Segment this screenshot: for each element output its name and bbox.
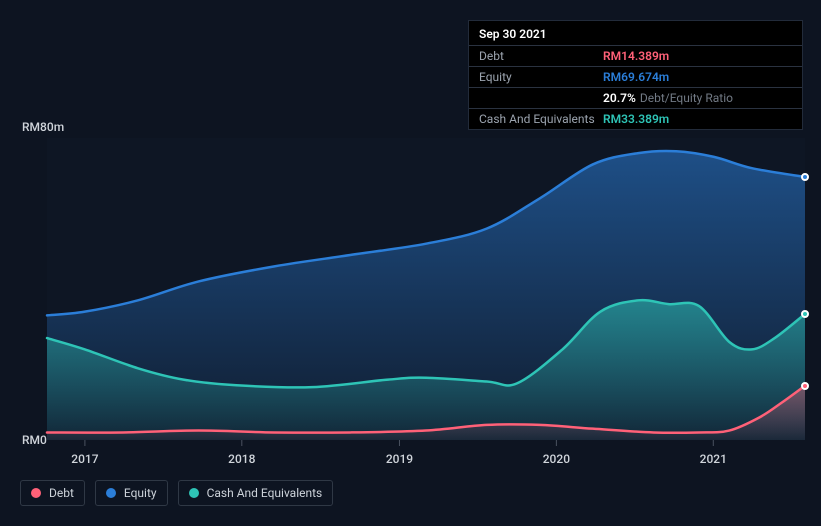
legend-swatch xyxy=(189,488,199,498)
tooltip-row: 20.7%Debt/Equity Ratio xyxy=(469,87,802,108)
legend-label: Cash And Equivalents xyxy=(207,486,323,500)
tooltip-row-label xyxy=(479,91,603,105)
tooltip-row-label: Equity xyxy=(479,70,603,84)
legend-label: Debt xyxy=(49,486,74,500)
legend-item-equity[interactable]: Equity xyxy=(95,480,168,506)
tooltip-row-value: RM33.389m xyxy=(603,112,669,126)
tooltip-row: DebtRM14.389m xyxy=(469,45,802,66)
tooltip-row-label: Debt xyxy=(479,49,603,63)
tooltip-row: EquityRM69.674m xyxy=(469,66,802,87)
tooltip-row-value: RM14.389m xyxy=(603,49,669,63)
x-axis-label: 2019 xyxy=(386,452,413,466)
chart-legend: Debt Equity Cash And Equivalents xyxy=(20,480,333,506)
legend-swatch xyxy=(106,488,116,498)
legend-item-cash[interactable]: Cash And Equivalents xyxy=(178,480,334,506)
x-axis-label: 2021 xyxy=(700,452,727,466)
series-marker-cash xyxy=(801,310,809,318)
legend-label: Equity xyxy=(124,486,157,500)
chart-tooltip: Sep 30 2021 DebtRM14.389mEquityRM69.674m… xyxy=(468,20,803,130)
tooltip-row: Cash And EquivalentsRM33.389m xyxy=(469,108,802,129)
legend-item-debt[interactable]: Debt xyxy=(20,480,85,506)
y-axis-label: RM0 xyxy=(22,433,47,447)
x-axis-label: 2020 xyxy=(543,452,570,466)
x-axis-label: 2018 xyxy=(228,452,255,466)
legend-swatch xyxy=(31,488,41,498)
tooltip-row-label: Cash And Equivalents xyxy=(479,112,603,126)
tooltip-row-value: RM69.674m xyxy=(603,70,669,84)
tooltip-row-value: 20.7%Debt/Equity Ratio xyxy=(603,91,733,105)
tooltip-row-sublabel: Debt/Equity Ratio xyxy=(640,91,733,105)
tooltip-date: Sep 30 2021 xyxy=(469,21,802,45)
series-marker-equity xyxy=(801,173,809,181)
y-axis-label: RM80m xyxy=(22,120,64,134)
series-marker-debt xyxy=(801,382,809,390)
x-axis-label: 2017 xyxy=(71,452,98,466)
